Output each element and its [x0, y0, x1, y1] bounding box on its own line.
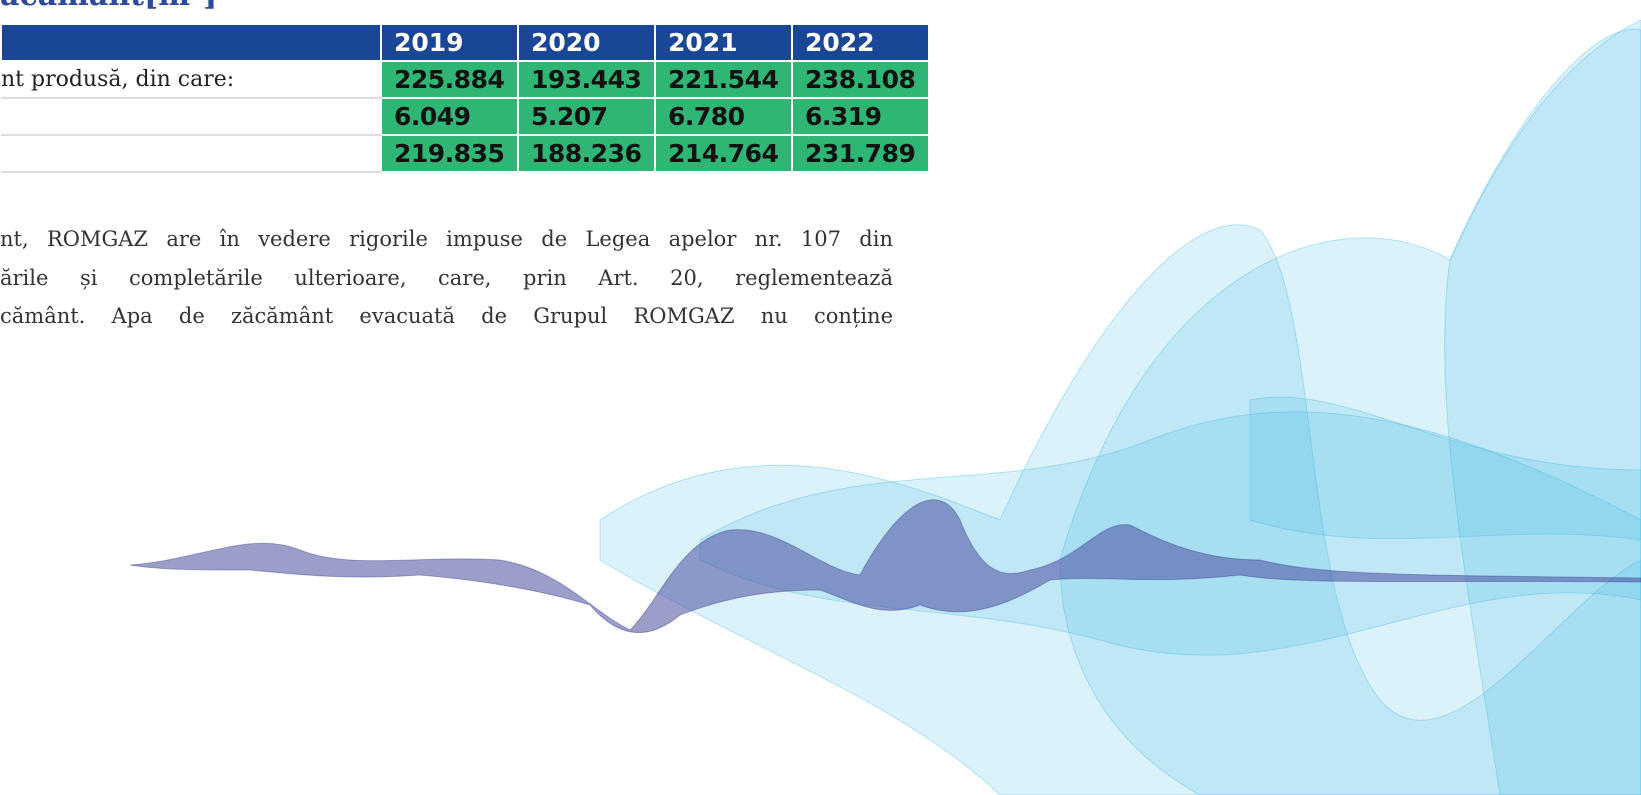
column-header: 2021 — [654, 23, 793, 62]
column-header: 2022 — [791, 23, 930, 62]
text-line: cământ. Apa de zăcământ evacuată de Grup… — [0, 304, 893, 328]
column-header: 2020 — [517, 23, 656, 62]
text-line: ările și completările ulterioare, care, … — [0, 265, 893, 290]
row-label — [1, 135, 381, 173]
cell: 6.319 — [791, 97, 930, 136]
title: ăcământ[m³] — [0, 0, 217, 13]
cell: 193.443 — [517, 60, 656, 99]
table-row: nt produsă, din care: 225.884 193.443 221.5… — [1, 60, 930, 99]
row-label: nt produsă, din care: — [1, 61, 381, 99]
table-row: 219.835 188.236 214.764 231.789 — [1, 134, 930, 173]
cell: 214.764 — [654, 134, 793, 173]
cell: 6.049 — [380, 97, 519, 136]
cell: 6.780 — [654, 97, 793, 136]
cell: 188.236 — [517, 134, 656, 173]
cell: 231.789 — [791, 134, 930, 173]
cell: 225.884 — [380, 60, 519, 99]
row-label — [1, 98, 381, 136]
table-row: 6.049 5.207 6.780 6.319 — [1, 97, 930, 136]
paragraph: nt, ROMGAZ are în vedere rigorile impuse… — [0, 220, 893, 336]
cell: 219.835 — [380, 134, 519, 173]
header-cell — [0, 23, 382, 62]
column-header: 2019 — [380, 23, 519, 62]
cell: 221.544 — [654, 60, 793, 99]
text-line: nt, ROMGAZ are în vedere rigorile impuse… — [0, 227, 893, 251]
cell: 5.207 — [517, 97, 656, 136]
header-row: 2019 2020 2021 2022 — [0, 23, 930, 62]
data-table: 2019 2020 2021 2022 nt produsă, din care: 225… — [0, 23, 930, 173]
cell: 238.108 — [791, 60, 930, 99]
